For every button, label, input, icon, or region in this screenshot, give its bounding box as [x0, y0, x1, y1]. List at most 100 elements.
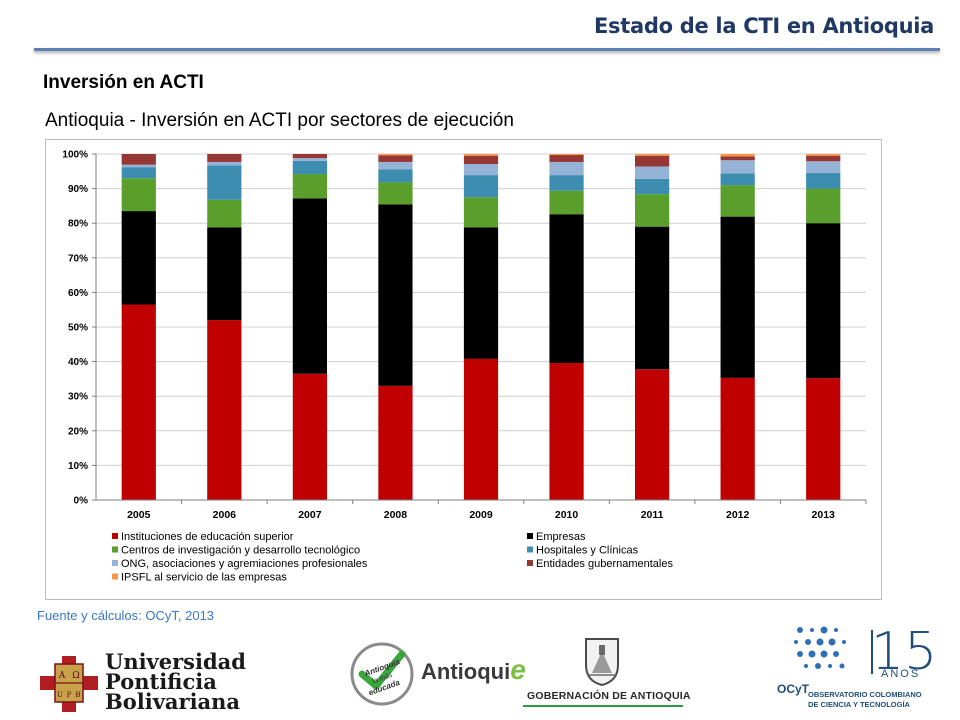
- bar-segment: [720, 185, 755, 217]
- legend-label: Instituciones de educación superior: [121, 531, 294, 543]
- ocyt-dots-logo: [794, 626, 846, 669]
- bar-segment: [806, 173, 841, 189]
- bar-segment: [635, 369, 670, 500]
- ocyt-subtitle: OBSERVATORIO COLOMBIANO DE CIENCIA Y TEC…: [808, 690, 922, 710]
- axes: 0% 10% 20% 30% 40% 50% 60% 70% 80% 90% 100% 2005 200…: [62, 150, 867, 521]
- y-tick-label: 20%: [68, 426, 88, 437]
- bar-segment: [121, 304, 156, 500]
- bar-segment: [207, 154, 242, 162]
- bar-segment: [463, 175, 499, 198]
- y-tick-label: 70%: [68, 253, 88, 264]
- upb-logo-text: Universidad Pontificia Bolivariana: [105, 649, 246, 714]
- bar-segment: [463, 155, 499, 165]
- bar-segment: [549, 155, 584, 162]
- section-title: Inversión en ACTI: [43, 72, 204, 93]
- bar-segment: [292, 198, 327, 374]
- stacked-bar-chart: 0% 10% 20% 30% 40% 50% 60% 70% 80% 90% 100% 2005 200…: [62, 150, 867, 584]
- bar-segment: [463, 358, 499, 500]
- bar-segment: [635, 194, 670, 227]
- x-tick-label: 2010: [555, 509, 579, 521]
- bar-segment: [635, 155, 670, 167]
- source-note: Fuente y cálculos: OCyT, 2013: [37, 608, 215, 623]
- bar-segment: [635, 178, 670, 195]
- bar-segment: [720, 160, 755, 174]
- antioquia-word: Antioqui: [421, 659, 511, 684]
- bar-segment: [549, 214, 584, 363]
- y-tick-label: 10%: [68, 461, 88, 472]
- bar-segment: [806, 378, 841, 500]
- bar-segment: [378, 204, 413, 386]
- y-tick-label: 50%: [68, 323, 88, 334]
- chart-frame: 0% 10% 20% 30% 40% 50% 60% 70% 80% 90% 100% 2005 200…: [45, 139, 882, 600]
- bar-segment: [463, 227, 499, 359]
- x-tick-label: 2012: [726, 509, 750, 521]
- y-tick-label: 90%: [68, 184, 88, 195]
- bar-segment: [121, 167, 156, 179]
- ocyt-subtitle-line: OBSERVATORIO COLOMBIANO: [808, 690, 922, 699]
- upb-line: Bolivariana: [105, 689, 241, 714]
- legend-label: ONG, asociaciones y agremiaciones profes…: [121, 558, 368, 570]
- bar-segment: [292, 158, 327, 161]
- y-tick-label: 0%: [74, 496, 89, 507]
- bar-segment: [806, 155, 841, 162]
- bar-segment: [635, 154, 670, 156]
- bar-segment: [207, 165, 242, 200]
- x-tick-label: 2008: [384, 509, 408, 521]
- bar-segment: [720, 377, 755, 500]
- legend-label: IPSFL al servicio de las empresas: [121, 572, 287, 584]
- upb-shield-letter: A: [58, 671, 66, 681]
- legend-swatch: [527, 546, 533, 553]
- bar-segment: [121, 178, 156, 212]
- bar-segment: [207, 199, 242, 228]
- bar-segment: [720, 156, 755, 161]
- ocyt-anniversary-label: AÑOS: [881, 668, 921, 680]
- x-tick-label: 2007: [298, 509, 322, 521]
- bar-segment: [207, 227, 242, 321]
- bar-segment: [292, 154, 327, 159]
- gobernacion-text: GOBERNACIÓN DE ANTIOQUIA: [527, 690, 691, 702]
- bar-segment: [463, 164, 499, 176]
- y-tick-label: 80%: [68, 219, 88, 230]
- bar-segment: [720, 154, 755, 157]
- bar-segment: [463, 154, 499, 156]
- bar-segment: [549, 161, 584, 176]
- bar-segment: [378, 155, 413, 162]
- bar-segment: [635, 166, 670, 179]
- bar-segment: [378, 182, 413, 205]
- bar-segment: [207, 320, 242, 500]
- x-tick-label: 2006: [213, 509, 237, 521]
- x-tick-label: 2009: [469, 509, 493, 521]
- bar-segment: [292, 160, 327, 175]
- gobernacion-coat-of-arms-icon: [585, 638, 619, 687]
- legend-swatch: [112, 533, 118, 539]
- bar-segment: [549, 154, 584, 156]
- y-tick-label: 100%: [62, 150, 88, 161]
- bar-segment: [378, 154, 413, 156]
- legend-label: Hospitales y Clínicas: [536, 545, 639, 557]
- legend-label: Centros de investigación y desarrollo te…: [121, 545, 360, 557]
- upb-shield-letter: U: [57, 691, 63, 699]
- upb-line: Universidad: [105, 649, 246, 674]
- bar-segment: [720, 173, 755, 186]
- header-title: Estado de la CTI en Antioquia: [594, 14, 934, 38]
- upb-shield-letter: B: [75, 691, 80, 699]
- upb-line: Pontificia: [105, 669, 217, 694]
- x-tick-label: 2013: [812, 509, 836, 521]
- legend-swatch: [527, 533, 533, 539]
- bar-segment: [806, 188, 841, 224]
- y-tick-label: 40%: [68, 357, 88, 368]
- legend-swatch: [112, 560, 118, 566]
- bar-segment: [292, 373, 327, 500]
- bar-segment: [635, 226, 670, 370]
- bar-segment: [806, 223, 841, 379]
- bar-segment: [121, 164, 156, 168]
- ocyt-anniversary-number: 15: [871, 622, 938, 682]
- bar-segment: [720, 216, 755, 378]
- ocyt-divider: [871, 630, 873, 674]
- bar-segment: [378, 385, 413, 500]
- bar-segment: [463, 197, 499, 228]
- legend-label: Entidades gubernamentales: [536, 558, 673, 570]
- antioquia-educada-badge: Antioquia la más educada: [350, 642, 414, 706]
- bar-segment: [121, 154, 156, 165]
- bar-segment: [549, 362, 584, 500]
